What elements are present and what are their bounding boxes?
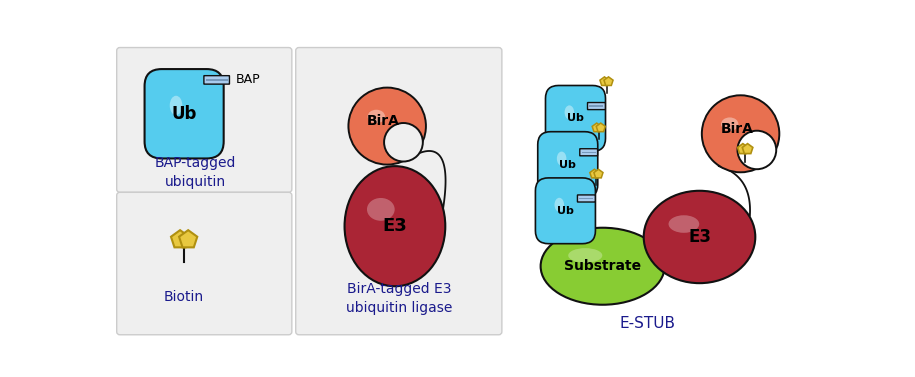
FancyBboxPatch shape xyxy=(117,192,292,335)
Ellipse shape xyxy=(345,166,446,286)
Ellipse shape xyxy=(557,152,566,166)
Text: BirA-tagged E3
ubiquitin ligase: BirA-tagged E3 ubiquitin ligase xyxy=(346,282,452,315)
FancyBboxPatch shape xyxy=(577,195,596,202)
FancyBboxPatch shape xyxy=(204,76,230,84)
FancyBboxPatch shape xyxy=(587,103,606,110)
Polygon shape xyxy=(594,169,603,178)
FancyBboxPatch shape xyxy=(145,69,223,158)
Ellipse shape xyxy=(368,110,385,123)
Polygon shape xyxy=(600,77,609,86)
Polygon shape xyxy=(742,144,753,153)
Ellipse shape xyxy=(541,228,664,305)
FancyBboxPatch shape xyxy=(580,149,597,156)
FancyBboxPatch shape xyxy=(545,86,606,151)
Polygon shape xyxy=(597,123,606,132)
Text: E3: E3 xyxy=(382,217,407,235)
Text: BAP: BAP xyxy=(235,74,260,86)
FancyBboxPatch shape xyxy=(538,132,597,198)
Text: Ub: Ub xyxy=(559,159,576,170)
Ellipse shape xyxy=(367,198,394,221)
Bar xyxy=(589,106,603,107)
Bar xyxy=(582,152,596,153)
FancyBboxPatch shape xyxy=(296,48,501,335)
Text: BirA: BirA xyxy=(720,122,753,136)
Ellipse shape xyxy=(554,198,564,212)
Polygon shape xyxy=(592,123,601,132)
Text: Biotin: Biotin xyxy=(164,290,204,304)
Circle shape xyxy=(384,123,423,161)
Text: Ub: Ub xyxy=(171,105,197,123)
Ellipse shape xyxy=(669,215,699,233)
FancyBboxPatch shape xyxy=(535,178,596,244)
Polygon shape xyxy=(590,169,599,178)
Text: E3: E3 xyxy=(688,228,711,246)
Ellipse shape xyxy=(568,248,602,263)
Ellipse shape xyxy=(565,106,574,120)
Polygon shape xyxy=(179,230,198,247)
Text: BirA: BirA xyxy=(367,115,400,129)
FancyBboxPatch shape xyxy=(117,48,292,192)
Ellipse shape xyxy=(721,117,738,131)
Polygon shape xyxy=(171,230,189,247)
Circle shape xyxy=(349,87,425,165)
Text: E-STUB: E-STUB xyxy=(619,316,675,331)
Circle shape xyxy=(702,95,780,172)
Polygon shape xyxy=(604,77,613,86)
Ellipse shape xyxy=(643,191,755,283)
Bar xyxy=(206,79,228,81)
Polygon shape xyxy=(737,144,748,153)
Text: Substrate: Substrate xyxy=(564,259,641,273)
Text: Ub: Ub xyxy=(567,113,584,123)
Text: BAP-tagged
ubiquitin: BAP-tagged ubiquitin xyxy=(155,156,236,189)
Ellipse shape xyxy=(170,96,182,115)
Text: Ub: Ub xyxy=(557,206,574,216)
Circle shape xyxy=(737,131,776,169)
Bar xyxy=(579,198,593,199)
